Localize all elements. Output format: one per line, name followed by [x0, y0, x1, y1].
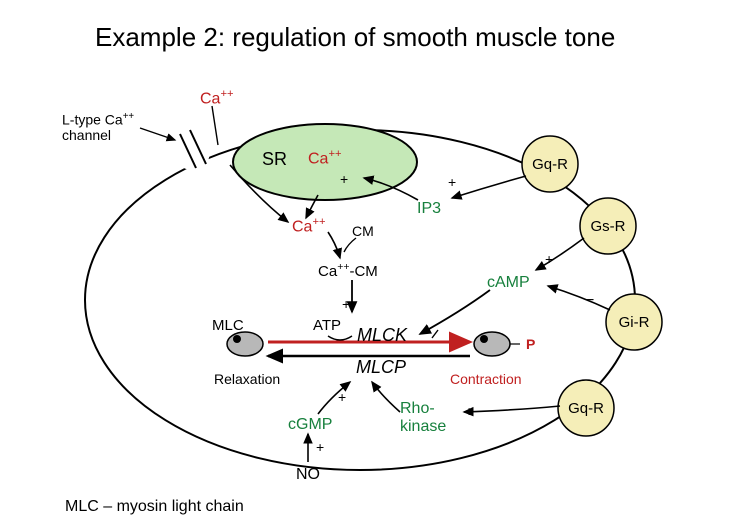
label-ip3-plus: +	[448, 175, 456, 190]
label-camp: cAMP	[487, 274, 530, 292]
arrow-gi-to-camp	[548, 286, 610, 310]
label-rho-plus: +	[465, 404, 473, 419]
label-ca-extracellular: Ca++	[200, 88, 234, 108]
arrow-gq-to-rho	[464, 406, 560, 412]
label-mlcp-plus: +	[338, 390, 346, 405]
mlc-relax-dot	[233, 335, 241, 343]
arrow-gq-to-ip3	[452, 176, 526, 198]
gs-r-label: Gs-R	[591, 218, 626, 235]
label-rho-kinase: Rho- kinase	[400, 400, 446, 435]
label-cgmp-plus: +	[316, 440, 324, 455]
mlc-contract-dot	[480, 335, 488, 343]
label-camp-minus: −	[585, 292, 594, 310]
arrow-ca-to-cacm	[328, 232, 340, 258]
arrow-camp-to-mlck	[420, 290, 490, 334]
label-cacm-plus: +	[342, 297, 350, 312]
label-mlck: MLCK	[357, 326, 407, 346]
arrow-rho-to-mlcp	[372, 382, 400, 412]
footnote: MLC – myosin light chain	[65, 498, 244, 516]
arrow-atp-curve	[328, 336, 352, 340]
channel-label: L-type Ca++channel	[62, 112, 134, 143]
mlc-contract	[474, 332, 510, 356]
arrow-ca-in-channel	[212, 106, 218, 145]
label-sr-label: SR	[262, 150, 287, 170]
arrow-camp-minus-bar	[432, 330, 438, 338]
arrow-channel-ptr	[140, 128, 175, 140]
label-cacm: Ca++-CM	[318, 262, 378, 281]
arrow-gs-to-camp	[536, 238, 584, 270]
gi-r-label: Gi-R	[619, 314, 650, 331]
label-cgmp: cGMP	[288, 416, 332, 434]
label-atp: ATP	[313, 318, 341, 335]
slide-title: Example 2: regulation of smooth muscle t…	[95, 22, 615, 53]
mlc-contract-p-label: P	[526, 336, 535, 352]
label-sr-plus: +	[340, 172, 348, 187]
mlc-relax	[227, 332, 263, 356]
label-relaxation: Relaxation	[214, 372, 280, 387]
label-mlcp: MLCP	[356, 358, 406, 378]
channel-gap-mask	[174, 134, 210, 170]
label-ip3: IP3	[417, 200, 441, 218]
label-contraction: Contraction	[450, 372, 522, 387]
arrow-cm-join	[344, 238, 356, 252]
label-mlc-text: MLC	[212, 318, 244, 335]
label-ca-cytosol: Ca++	[292, 216, 326, 236]
label-sr-ca: Ca++	[308, 148, 342, 168]
label-no: NO	[296, 466, 320, 484]
label-camp-plus: +	[545, 252, 553, 267]
gq-r-top-label: Gq-R	[532, 156, 568, 173]
label-cm-label: CM	[352, 224, 374, 239]
gq-r-bottom-label: Gq-R	[568, 400, 604, 417]
